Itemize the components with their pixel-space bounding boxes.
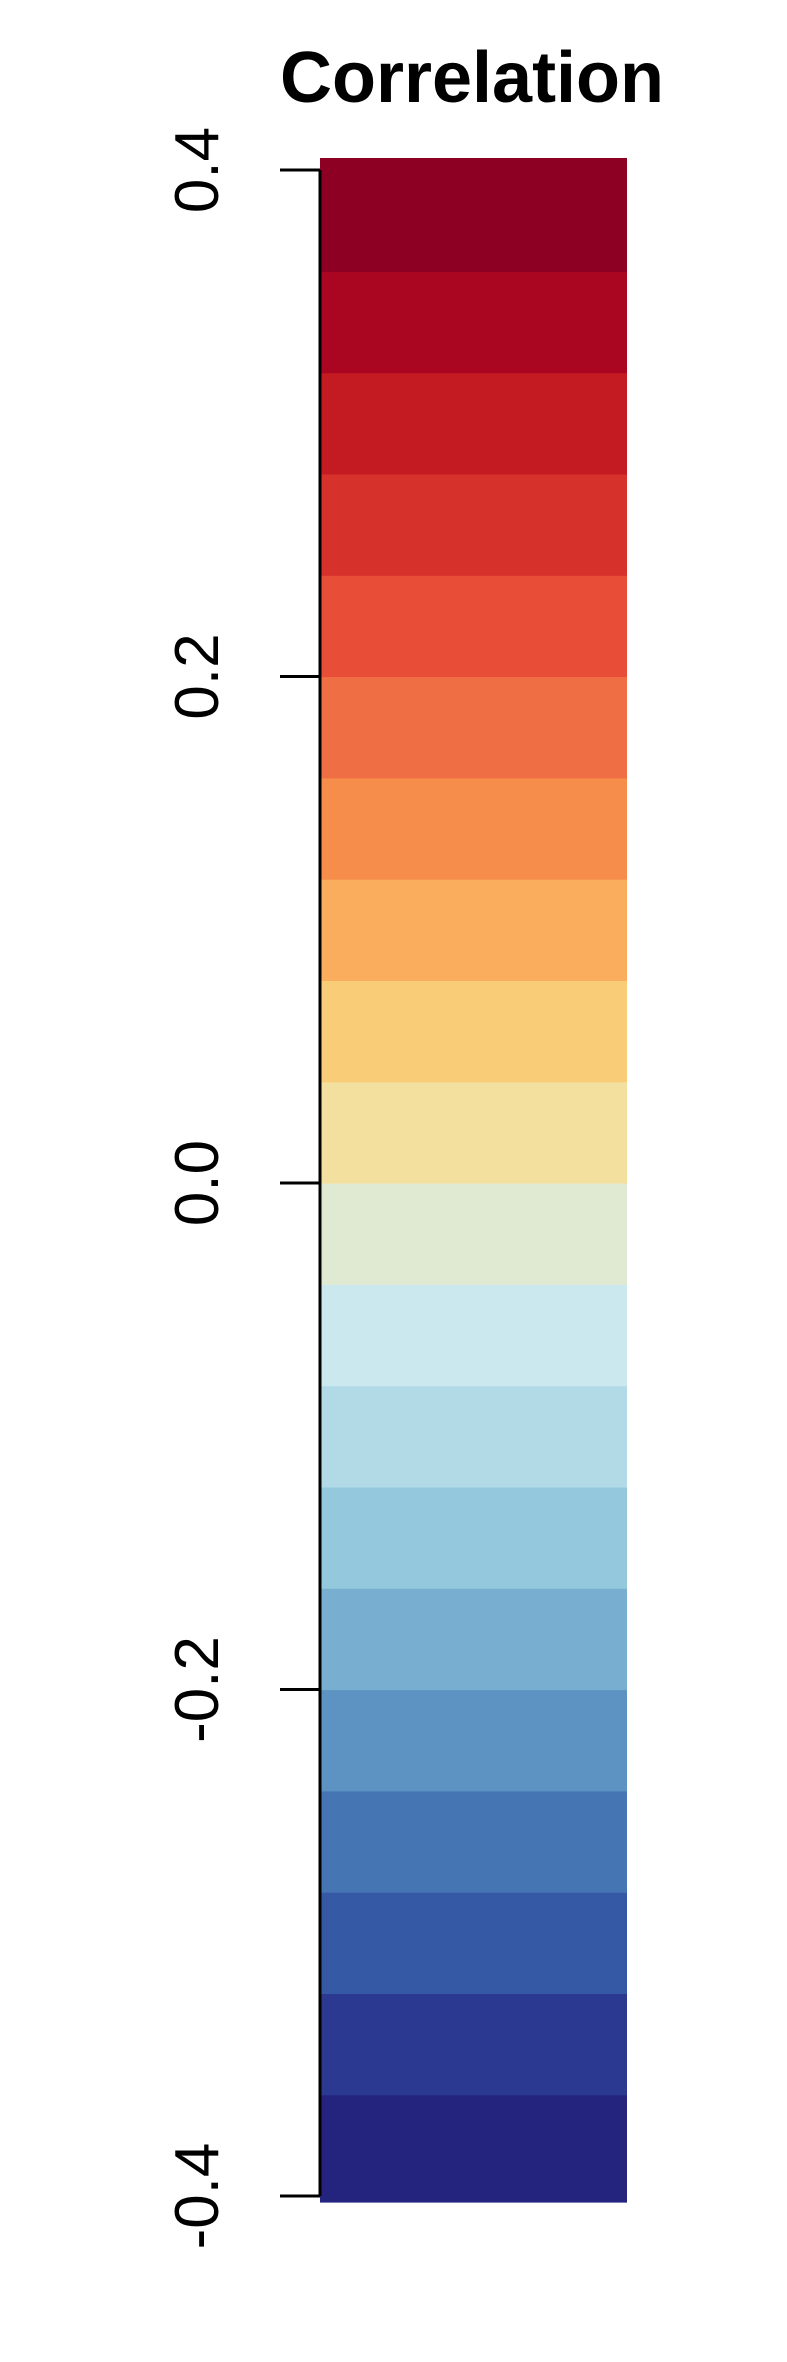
- color-bin: [320, 158, 627, 272]
- color-bin: [320, 676, 627, 779]
- color-bin: [320, 777, 627, 880]
- y-axis: 0.4 0.2 0.0 -0.2 -0.4: [163, 127, 322, 2250]
- color-bin: [320, 1689, 627, 1792]
- tick-labels: 0.4 0.2 0.0 -0.2 -0.4: [163, 127, 232, 2250]
- color-bin: [320, 575, 627, 678]
- color-bin: [320, 1284, 627, 1387]
- color-bin: [320, 1385, 627, 1488]
- color-bar: [320, 158, 627, 2203]
- color-bin: [320, 473, 627, 576]
- color-bin: [320, 1183, 627, 1285]
- tick-marks: [280, 168, 320, 2198]
- tick-label: -0.4: [163, 2143, 232, 2250]
- tick-label: 0.4: [163, 127, 232, 213]
- color-bin: [320, 879, 627, 981]
- tick-label: 0.2: [163, 633, 232, 719]
- color-bin: [320, 1892, 627, 1994]
- tick-label: 0.0: [163, 1140, 232, 1226]
- color-bin: [320, 980, 627, 1083]
- color-bin: [320, 1790, 627, 1893]
- color-bin: [320, 1486, 627, 1589]
- tick-label: -0.2: [163, 1636, 232, 1743]
- color-bin: [320, 271, 627, 374]
- color-bin: [320, 1993, 627, 2096]
- color-bin: [320, 1588, 627, 1691]
- color-bin: [320, 1081, 627, 1184]
- chart-title: Correlation: [280, 38, 664, 118]
- color-bin: [320, 372, 627, 475]
- color-bin: [320, 2094, 627, 2203]
